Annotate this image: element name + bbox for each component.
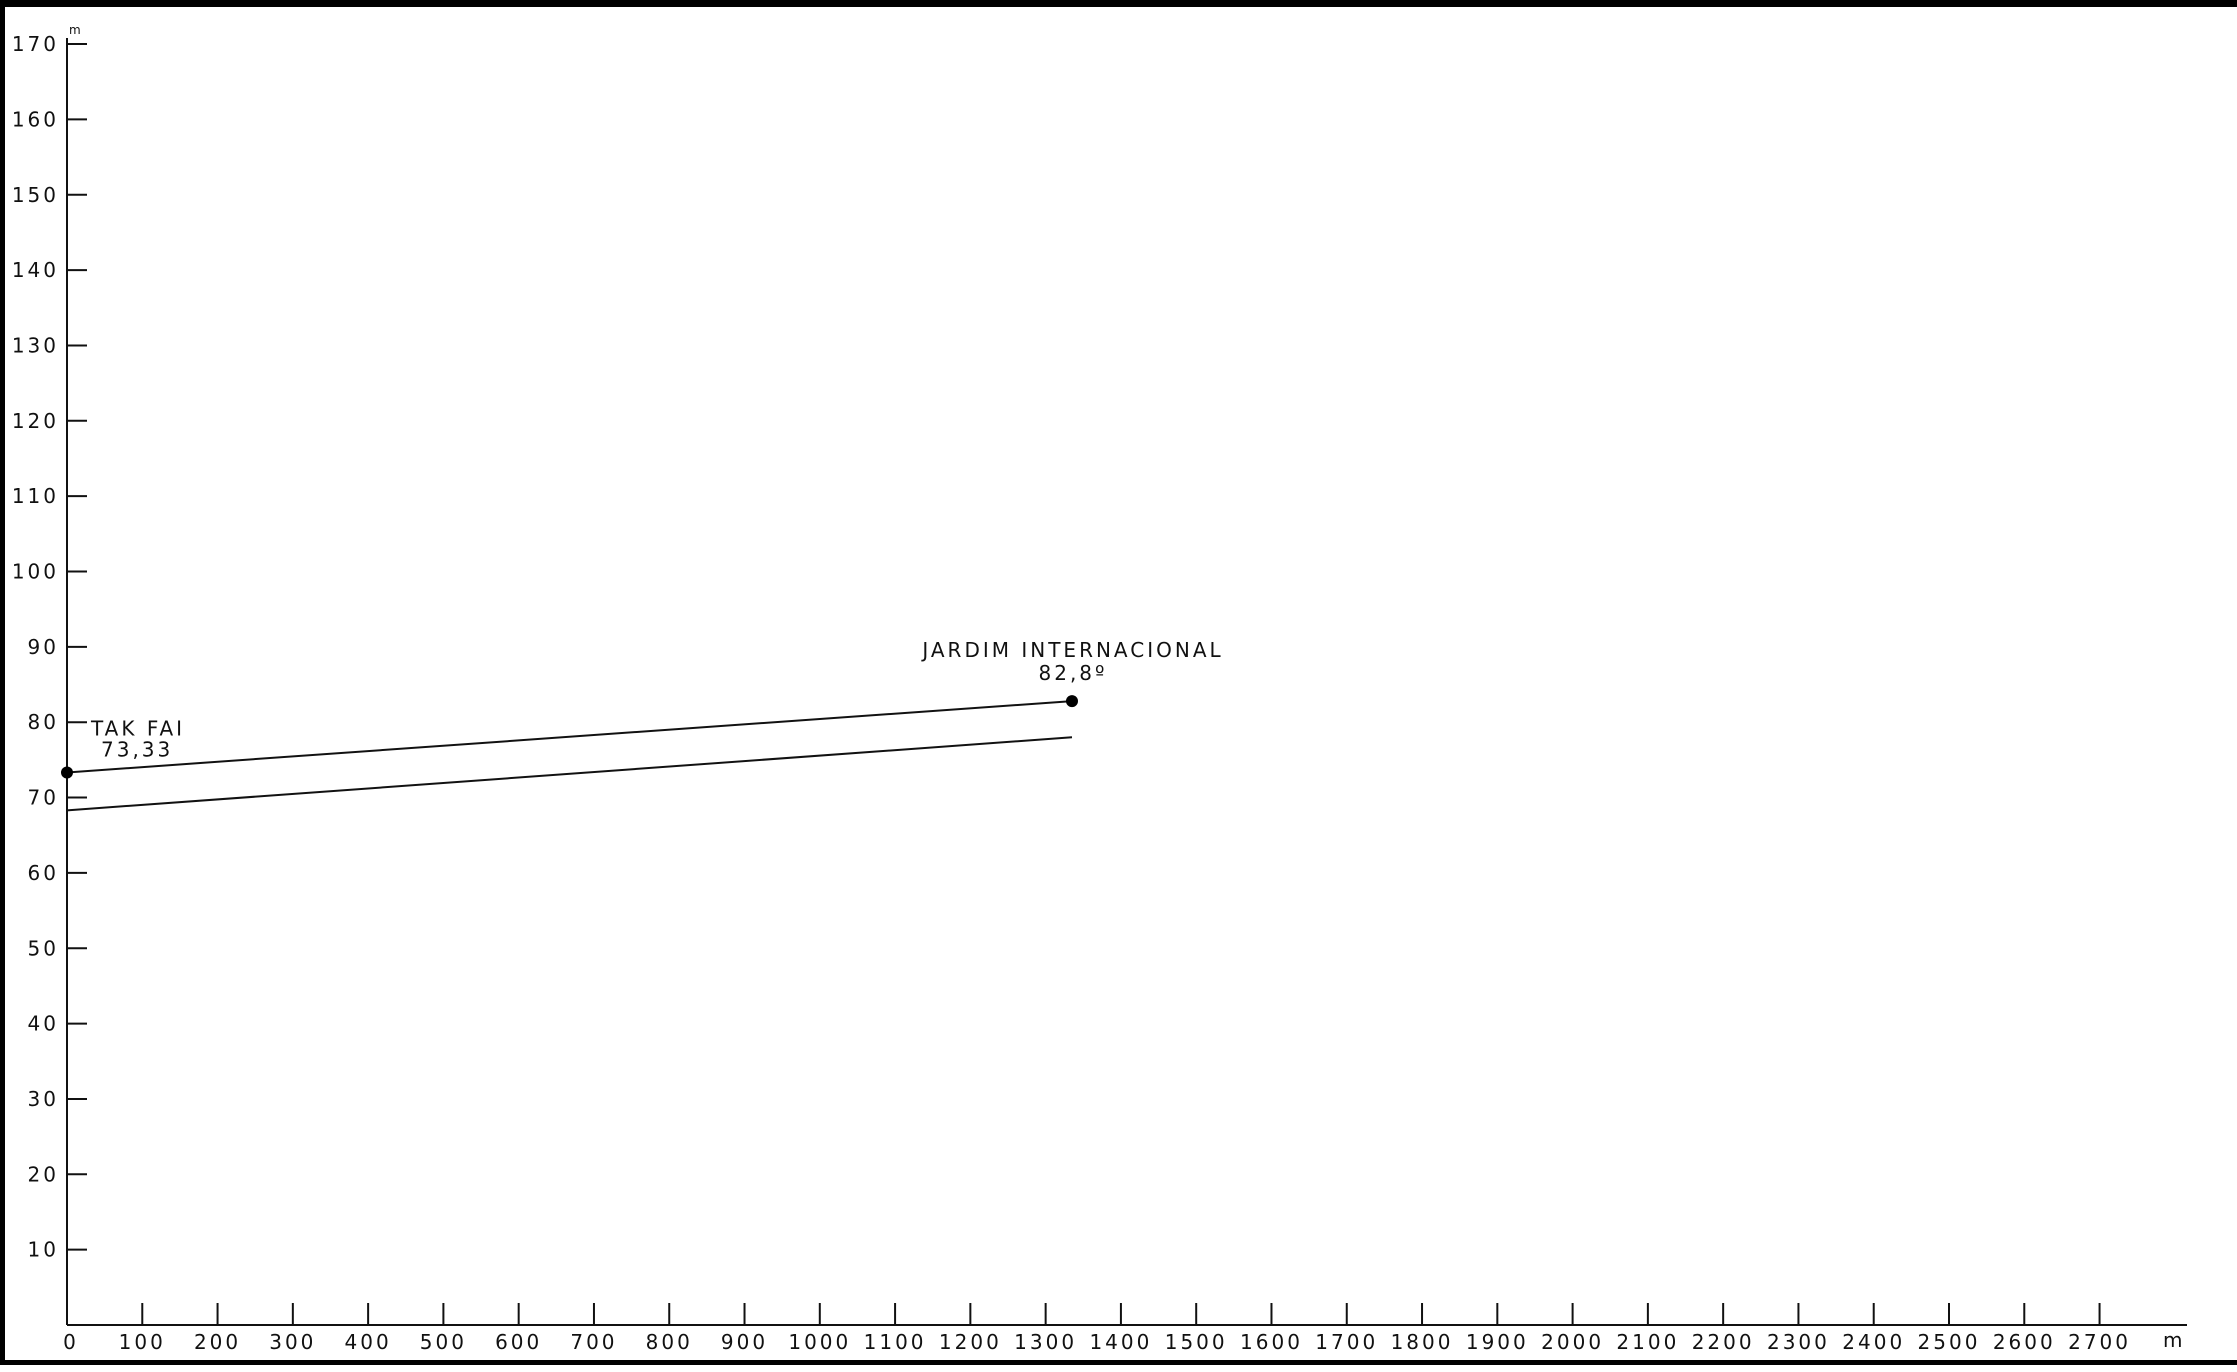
x-tick-label: 1700 [1315,1330,1378,1354]
y-tick-label: 40 [28,1012,59,1036]
x-tick-label: 0 [63,1330,79,1354]
x-unit-label: m [2163,1328,2185,1352]
y-tick-label: 70 [28,786,59,810]
x-tick-label: 100 [119,1330,166,1354]
x-tick-label: 300 [269,1330,316,1354]
x-ticks: 0 100 200 300 400 500 600 700 800 900 1000 1100 1200… [63,1303,2185,1354]
data-point [61,766,73,779]
x-tick-label: 2300 [1767,1330,1830,1354]
y-tick-label: 30 [28,1087,59,1111]
x-tick-label: 700 [570,1330,617,1354]
y-unit-label: m [69,23,81,37]
x-tick-label: 900 [721,1330,768,1354]
x-tick-label: 800 [646,1330,693,1354]
x-tick-label: 2100 [1616,1330,1679,1354]
x-tick-label: 2400 [1842,1330,1905,1354]
y-tick-label: 150 [12,183,59,207]
x-tick-label: 2200 [1692,1330,1755,1354]
y-tick-label: 130 [12,333,59,357]
series-line [66,736,1073,812]
x-tick-label: 500 [420,1330,467,1354]
y-tick-label: 110 [12,484,59,508]
y-tick-label: 120 [12,409,59,433]
x-tick-label: 400 [345,1330,392,1354]
x-tick-label: 1500 [1165,1330,1228,1354]
x-tick-label: 1100 [864,1330,927,1354]
x-tick-label: 1800 [1391,1330,1454,1354]
x-tick-label: 1600 [1240,1330,1303,1354]
station-name-label: TAK FAI [90,716,185,740]
y-tick-label: 140 [12,258,59,282]
x-tick-label: 1200 [939,1330,1002,1354]
axes [66,38,2187,1326]
y-tick-label: 10 [28,1238,59,1262]
series-line [66,700,1073,774]
x-tick-label: 2700 [2068,1330,2131,1354]
y-tick-label: 90 [28,635,59,659]
y-tick-label: 50 [28,936,59,960]
station-name-label: JARDIM INTERNACIONAL [920,638,1223,662]
x-tick-label: 1000 [788,1330,851,1354]
y-tick-label: 100 [12,560,59,584]
x-tick-label: 1400 [1089,1330,1152,1354]
x-tick-label: 2500 [1918,1330,1981,1354]
x-tick-label: 600 [495,1330,542,1354]
x-tick-label: 200 [194,1330,241,1354]
x-tick-label: 2000 [1541,1330,1604,1354]
y-tick-label: 60 [28,861,59,885]
x-tick-label: 1900 [1466,1330,1529,1354]
x-tick-label: 2600 [1993,1330,2056,1354]
y-tick-label: 160 [12,107,59,131]
x-tick-label: 1300 [1014,1330,1077,1354]
y-tick-label: 170 [12,32,59,56]
station-elevation-label: 73,33 [101,737,173,761]
series [61,695,1078,812]
station-elevation-label: 82,8º [1039,661,1108,685]
y-ticks: 10 20 30 40 50 60 70 80 90 100 110 120 130 140 150 160 1… [12,23,87,1262]
data-point [1065,695,1078,708]
y-tick-label: 20 [28,1162,59,1186]
y-tick-label: 80 [28,710,59,734]
profile-chart: 10 20 30 40 50 60 70 80 90 100 110 120 130 140 150 160 1… [12,23,2187,1354]
